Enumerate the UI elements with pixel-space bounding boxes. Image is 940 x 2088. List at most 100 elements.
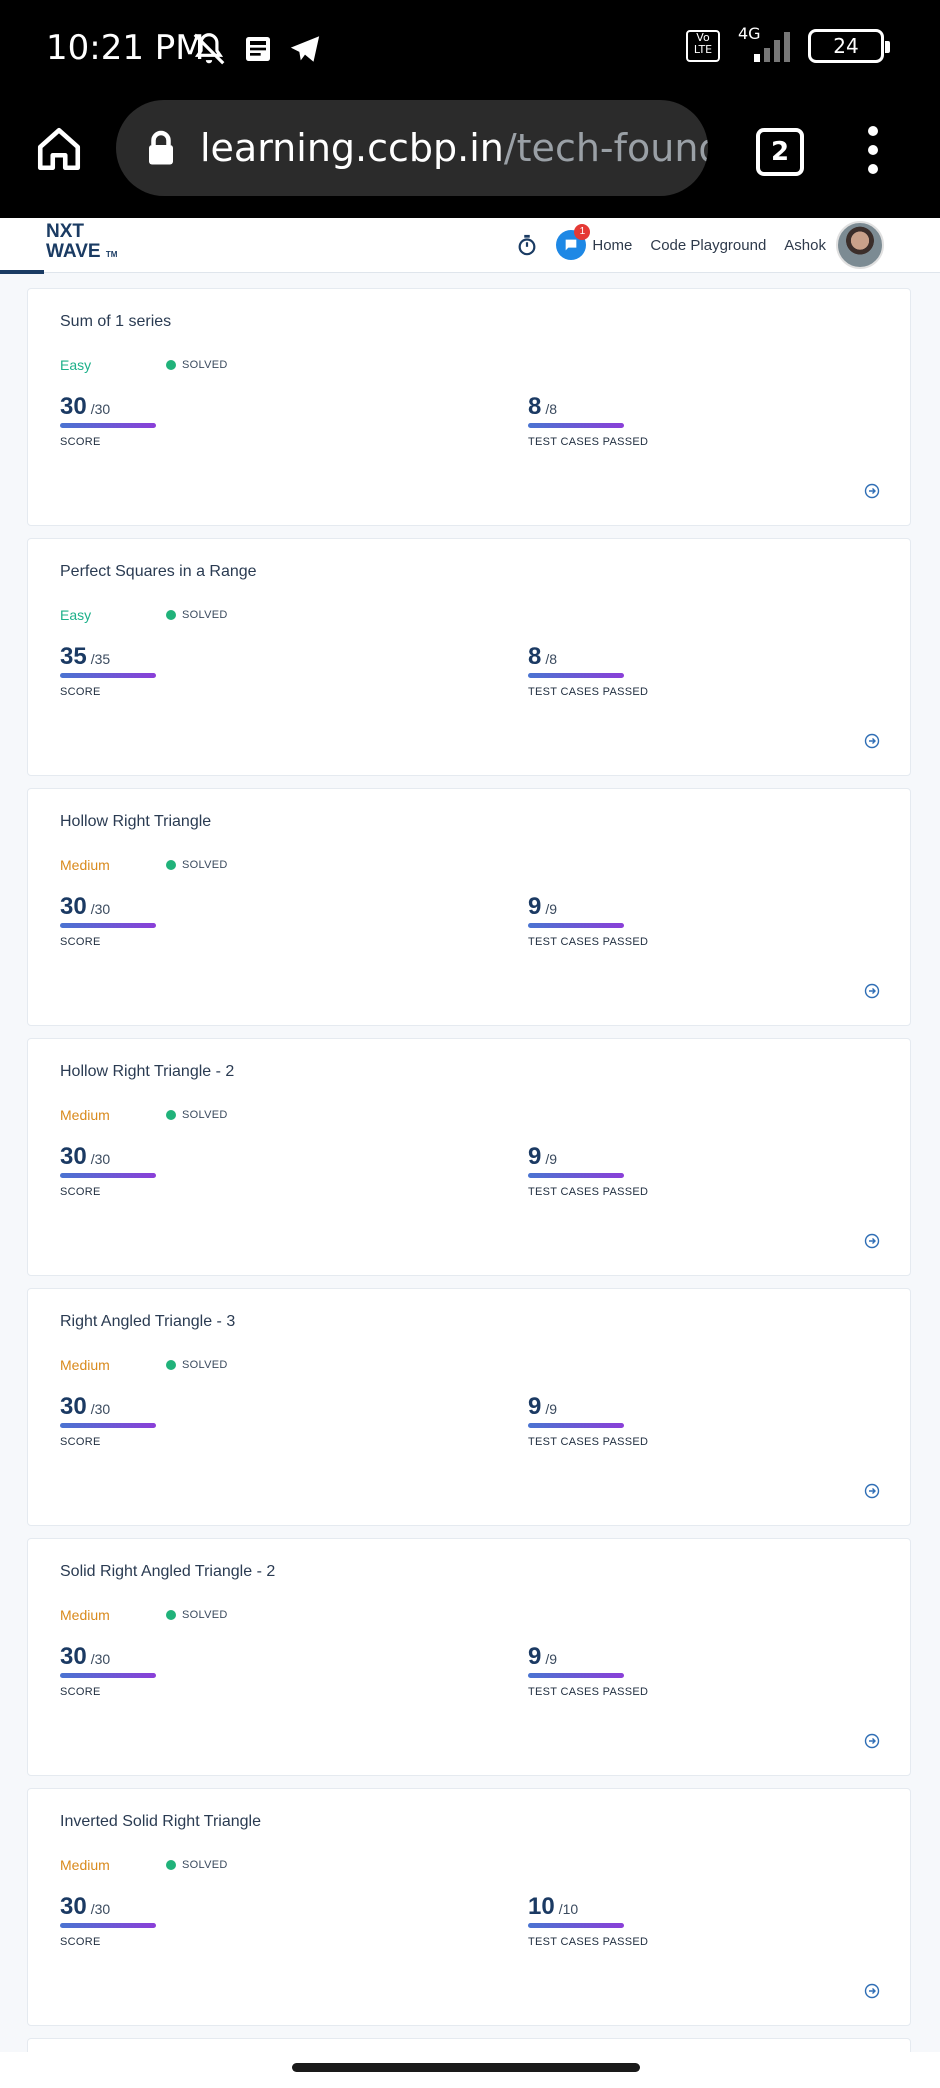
home-icon[interactable] [34, 124, 84, 174]
difficulty-label: Easy [60, 607, 92, 623]
avatar[interactable] [836, 221, 884, 269]
score-value: 30 [60, 1893, 87, 1920]
tests-label: TEST CASES PASSED [528, 436, 649, 448]
stopwatch-icon[interactable] [516, 234, 538, 256]
difficulty-label: Medium [60, 1357, 110, 1373]
score-progress-bar [60, 1923, 156, 1928]
tests-max: /8 [545, 401, 558, 417]
tests-value: 9 [528, 1643, 542, 1670]
solved-label: SOLVED [182, 1859, 228, 1871]
system-icons: Vo LTE 4G 24 [686, 24, 890, 64]
problem-card[interactable]: Perfect Squares in a Range Easy SOLVED 3… [27, 538, 911, 776]
notification-icons [190, 30, 322, 68]
problem-list: Sum of 1 series Easy SOLVED 30/30 SCORE … [27, 288, 913, 2058]
solved-label: SOLVED [182, 359, 228, 371]
score-label: SCORE [60, 1686, 101, 1698]
logo-line-1: NXT [46, 221, 84, 242]
nxtwave-logo[interactable]: NXT WAVE TM [46, 222, 117, 265]
arrow-right-circle-icon[interactable] [864, 1483, 880, 1499]
score-metric: 30/30 SCORE [60, 1643, 156, 1698]
signal-indicator: 4G [734, 24, 794, 64]
problem-title[interactable]: Hollow Right Triangle [60, 813, 212, 830]
score-max: /30 [90, 1151, 111, 1167]
problem-title[interactable]: Perfect Squares in a Range [60, 563, 257, 580]
score-max: /35 [90, 651, 111, 667]
status-bar: 10:21 PM Vo LTE 4G 24 [0, 0, 940, 100]
score-label: SCORE [60, 1436, 101, 1448]
score-max: /30 [90, 1401, 111, 1417]
solved-label: SOLVED [182, 1609, 228, 1621]
solved-dot-icon [166, 860, 176, 870]
problem-title[interactable]: Sum of 1 series [60, 313, 172, 330]
arrow-right-circle-icon[interactable] [864, 1983, 880, 1999]
problem-card[interactable]: Solid Right Angled Triangle - 2 Medium S… [27, 1538, 911, 1776]
header-active-indicator [0, 270, 44, 274]
score-progress-bar [60, 1423, 156, 1428]
tests-value: 9 [528, 1143, 542, 1170]
user-name[interactable]: Ashok [784, 236, 826, 254]
tests-label: TEST CASES PASSED [528, 686, 649, 698]
tests-max: /9 [545, 1151, 558, 1167]
solved-label: SOLVED [182, 859, 228, 871]
score-value: 30 [60, 1143, 87, 1170]
chat-button[interactable]: 1 [556, 224, 591, 260]
solved-label: SOLVED [182, 609, 228, 621]
score-max: /30 [90, 1651, 111, 1667]
score-label: SCORE [60, 436, 101, 448]
arrow-right-circle-icon[interactable] [864, 1233, 880, 1249]
arrow-right-circle-icon[interactable] [864, 733, 880, 749]
gesture-bar [0, 2052, 940, 2088]
mute-icon [193, 33, 225, 65]
tests-label: TEST CASES PASSED [528, 936, 649, 948]
home-indicator[interactable] [292, 2063, 640, 2072]
url-text: learning.ccbp.in/tech-founda [200, 126, 708, 170]
test-cases-metric: 9/9 TEST CASES PASSED [528, 1143, 648, 1198]
score-progress-bar [60, 673, 156, 678]
test-cases-metric: 9/9 TEST CASES PASSED [528, 1393, 648, 1448]
problem-card[interactable]: Right Angled Triangle - 3 Medium SOLVED … [27, 1288, 911, 1526]
tests-value: 9 [528, 893, 542, 920]
tests-label: TEST CASES PASSED [528, 1186, 649, 1198]
problem-title[interactable]: Solid Right Angled Triangle - 2 [60, 1563, 276, 1580]
solved-dot-icon [166, 1110, 176, 1120]
news-icon [246, 37, 270, 61]
solved-dot-icon [166, 360, 176, 370]
problem-card[interactable]: Hollow Right Triangle Medium SOLVED 30/3… [27, 788, 911, 1026]
score-label: SCORE [60, 686, 101, 698]
tests-label: TEST CASES PASSED [528, 1686, 649, 1698]
test-cases-metric: 9/9 TEST CASES PASSED [528, 893, 648, 948]
browser-menu-button[interactable] [862, 126, 884, 174]
tests-value: 10 [528, 1893, 555, 1920]
difficulty-label: Medium [60, 1107, 110, 1123]
arrow-right-circle-icon[interactable] [864, 983, 880, 999]
problem-title[interactable]: Hollow Right Triangle - 2 [60, 1063, 235, 1080]
nav-code-playground[interactable]: Code Playground [650, 236, 767, 254]
score-label: SCORE [60, 1936, 101, 1948]
problem-title[interactable]: Right Angled Triangle - 3 [60, 1313, 236, 1330]
nav-home[interactable]: Home [592, 236, 633, 254]
tests-progress-bar [528, 923, 624, 928]
score-metric: 30/30 SCORE [60, 1393, 156, 1448]
problem-card[interactable]: Sum of 1 series Easy SOLVED 30/30 SCORE … [27, 288, 911, 526]
tests-progress-bar [528, 1423, 624, 1428]
solved-status: SOLVED [166, 1109, 228, 1121]
problem-card[interactable]: Inverted Solid Right Triangle Medium SOL… [27, 1788, 911, 2026]
difficulty-label: Medium [60, 1607, 110, 1623]
arrow-right-circle-icon[interactable] [864, 1733, 880, 1749]
problem-card[interactable]: Hollow Right Triangle - 2 Medium SOLVED … [27, 1038, 911, 1276]
problem-title[interactable]: Inverted Solid Right Triangle [60, 1813, 261, 1830]
lock-icon [149, 130, 173, 165]
score-progress-bar [60, 1673, 156, 1678]
arrow-right-circle-icon[interactable] [864, 483, 880, 499]
solved-status: SOLVED [166, 1609, 228, 1621]
test-cases-metric: 9/9 TEST CASES PASSED [528, 1643, 648, 1698]
battery-icon: 24 [808, 29, 890, 63]
url-bar[interactable]: learning.ccbp.in/tech-founda [116, 100, 708, 196]
tab-switcher-button[interactable]: 2 [756, 128, 804, 176]
tests-progress-bar [528, 1923, 624, 1928]
app-header: NXT WAVE TM 1 Home Code Playground Ashok [0, 218, 940, 274]
volte-indicator: Vo LTE [686, 30, 720, 62]
score-value: 30 [60, 1393, 87, 1420]
tests-label: TEST CASES PASSED [528, 1936, 649, 1948]
tests-label: TEST CASES PASSED [528, 1436, 649, 1448]
